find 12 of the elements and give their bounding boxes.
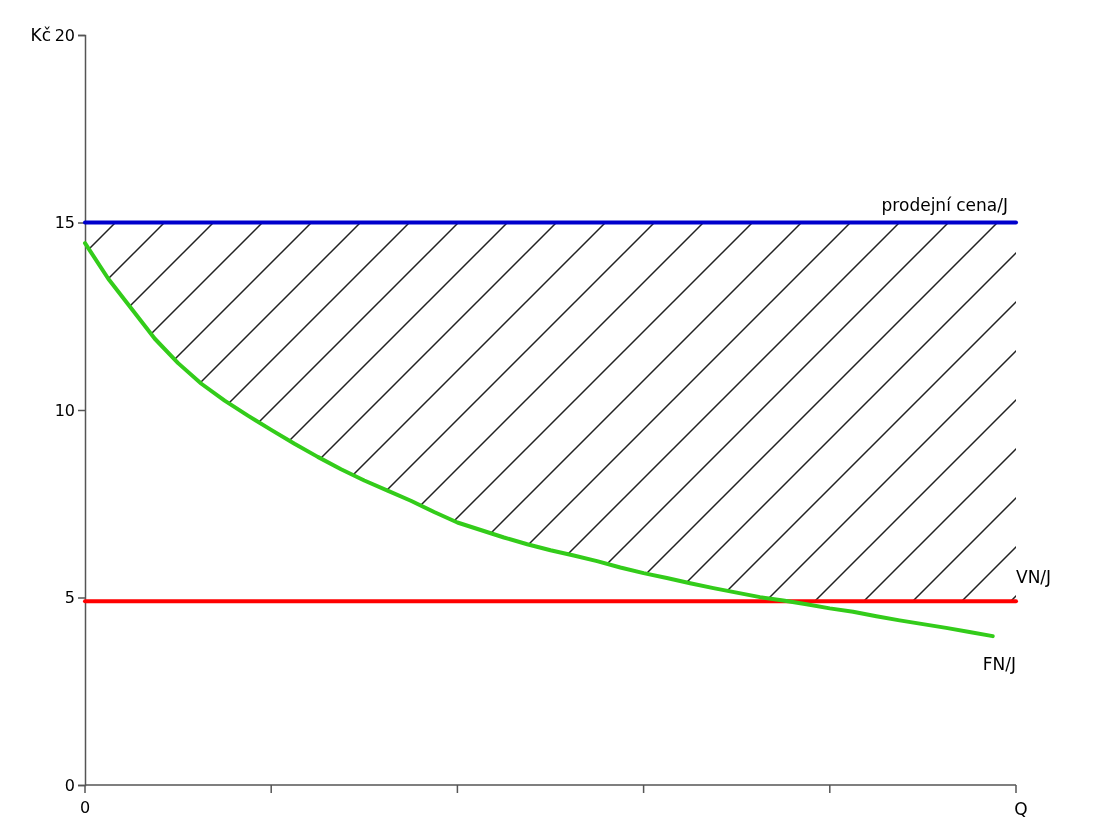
y-tick-label: 0 — [64, 775, 75, 795]
y-axis-title: Kč — [30, 25, 51, 45]
y-tick-label: 10 — [54, 400, 75, 420]
series-label: VN/J — [1016, 567, 1052, 588]
text: 0 — [79, 798, 91, 817]
y-tick-label: 20 — [54, 25, 75, 45]
y-tick-label: 15 — [54, 213, 75, 233]
series-label: prodejní cena/J — [881, 194, 1008, 215]
y-tick-label: 5 — [64, 588, 75, 608]
series-label: FN/J — [982, 654, 1016, 675]
line-series — [83, 241, 995, 639]
x-axis-title: Q — [1014, 799, 1028, 819]
